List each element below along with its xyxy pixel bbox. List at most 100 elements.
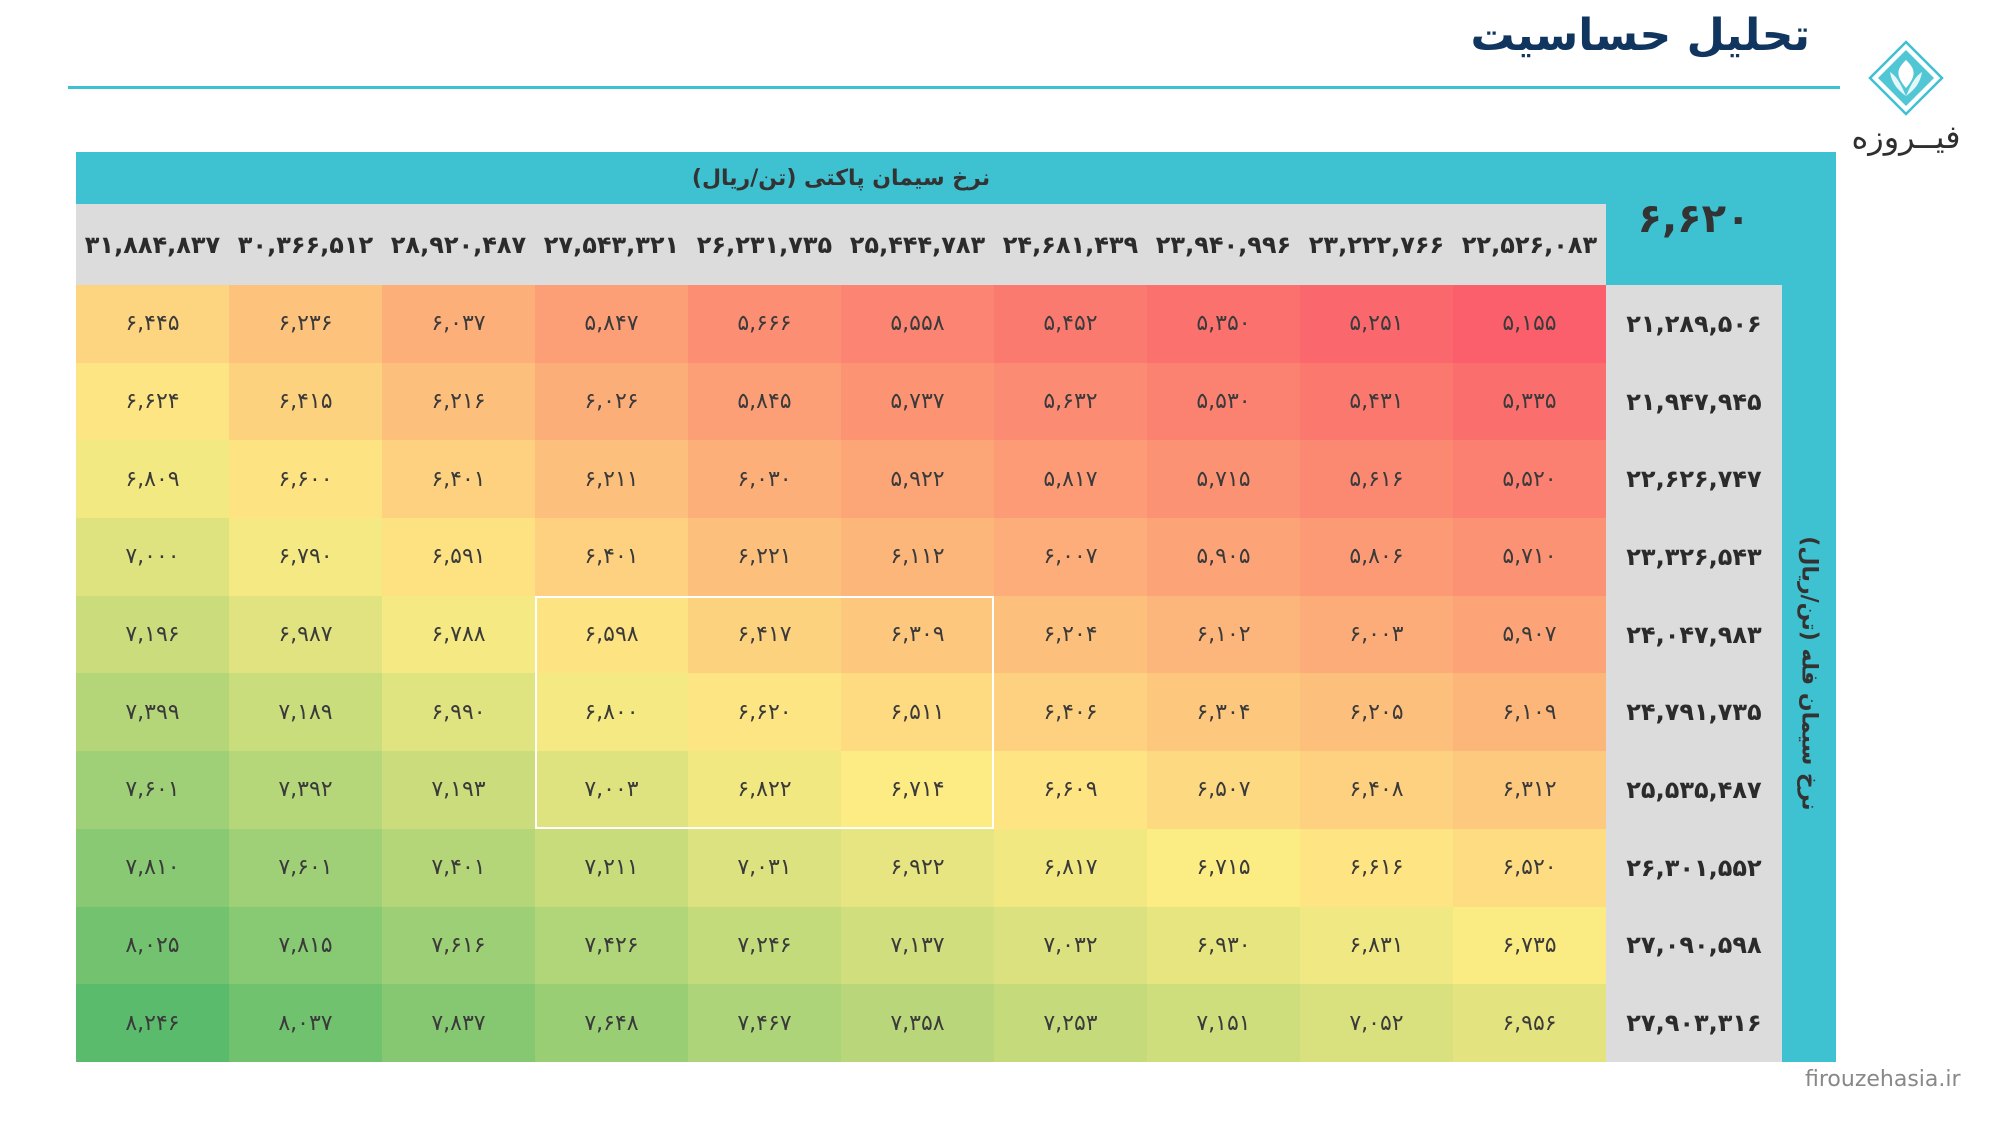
table-cell: ۵,۹۰۵ <box>1147 518 1300 596</box>
table-cell: ۶,۰۲۶ <box>535 362 688 441</box>
table-cell: ۶,۲۰۵ <box>1300 673 1453 752</box>
row-header: ۲۷,۹۰۳,۳۱۶ <box>1626 1009 1762 1038</box>
table-cell: ۷,۰۰۳ <box>535 751 688 829</box>
table-cell: ۷,۴۶۷ <box>688 984 841 1062</box>
table-cell: ۶,۹۹۰ <box>382 673 535 752</box>
column-header: ۲۲,۵۲۶,۰۸۳ <box>1461 230 1598 259</box>
table-cell: ۶,۸۳۱ <box>1300 906 1453 985</box>
table-cell: ۶,۳۰۴ <box>1147 673 1300 752</box>
table-cell: ۶,۶۲۴ <box>76 362 229 441</box>
table-cell: ۶,۴۰۱ <box>535 518 688 596</box>
table-cell: ۵,۹۰۷ <box>1453 595 1606 674</box>
table-cell: ۶,۷۱۴ <box>841 751 994 829</box>
table-cell: ۵,۷۳۷ <box>841 362 994 441</box>
table-cell: ۷,۶۴۸ <box>535 984 688 1062</box>
table-cell: ۶,۸۰۰ <box>535 673 688 752</box>
row-axis-label-container: نرخ سیمان فله (تن/ریال) <box>1782 285 1836 1062</box>
title-divider <box>68 86 1840 89</box>
table-cell: ۷,۱۵۱ <box>1147 984 1300 1062</box>
table-cell: ۶,۲۱۱ <box>535 440 688 519</box>
table-cell: ۶,۱۰۹ <box>1453 673 1606 752</box>
table-cell: ۶,۷۱۵ <box>1147 828 1300 907</box>
table-cell: ۶,۲۱۶ <box>382 362 535 441</box>
row-header: ۲۴,۷۹۱,۷۳۵ <box>1626 698 1762 727</box>
table-cell: ۷,۱۸۹ <box>229 673 382 752</box>
table-cell: ۵,۴۳۱ <box>1300 362 1453 441</box>
table-cell: ۷,۰۳۱ <box>688 828 841 907</box>
table-cell: ۷,۲۱۱ <box>535 828 688 907</box>
table-cell: ۶,۵۱۱ <box>841 673 994 752</box>
column-header: ۲۳,۲۲۲,۷۶۶ <box>1308 230 1445 259</box>
table-cell: ۶,۰۳۰ <box>688 440 841 519</box>
table-cell: ۶,۴۰۶ <box>994 673 1147 752</box>
table-cell: ۶,۶۱۶ <box>1300 828 1453 907</box>
table-cell: ۶,۹۲۲ <box>841 828 994 907</box>
table-cell: ۵,۳۵۰ <box>1147 285 1300 363</box>
table-cell: ۶,۴۱۵ <box>229 362 382 441</box>
table-cell: ۷,۱۹۶ <box>76 595 229 674</box>
page-title: تحلیل حساسیت <box>1470 10 1810 61</box>
table-cell: ۶,۴۱۷ <box>688 595 841 674</box>
table-cell: ۷,۳۵۸ <box>841 984 994 1062</box>
table-cell: ۵,۶۶۶ <box>688 285 841 363</box>
table-cell: ۷,۶۰۱ <box>76 751 229 829</box>
table-cell: ۷,۳۹۲ <box>229 751 382 829</box>
table-cell: ۷,۶۰۱ <box>229 828 382 907</box>
row-header: ۲۵,۵۳۵,۴۸۷ <box>1626 775 1762 804</box>
column-header: ۲۸,۹۲۰,۴۸۷ <box>390 230 527 259</box>
table-cell: ۶,۱۰۲ <box>1147 595 1300 674</box>
row-header: ۲۱,۲۸۹,۵۰۶ <box>1626 309 1762 338</box>
table-cell: ۵,۶۱۶ <box>1300 440 1453 519</box>
table-cell: ۶,۷۳۵ <box>1453 906 1606 985</box>
table-cell: ۷,۲۵۳ <box>994 984 1147 1062</box>
table-cell: ۷,۸۳۷ <box>382 984 535 1062</box>
table-cell: ۶,۷۸۸ <box>382 595 535 674</box>
column-header-row: ۳۱,۸۸۴,۸۳۷ ۳۰,۳۶۶,۵۱۲ ۲۸,۹۲۰,۴۸۷ ۲۷,۵۴۳,۳۲۱… <box>76 204 1606 285</box>
table-cell: ۶,۱۱۲ <box>841 518 994 596</box>
row-header: ۲۱,۹۴۷,۹۴۵ <box>1626 387 1762 416</box>
table-cell: ۷,۰۰۰ <box>76 518 229 596</box>
table-cell: ۵,۸۴۷ <box>535 285 688 363</box>
column-header: ۳۰,۳۶۶,۵۱۲ <box>237 230 374 259</box>
table-cell: ۷,۶۱۶ <box>382 906 535 985</box>
table-cell: ۵,۸۰۶ <box>1300 518 1453 596</box>
table-cell: ۵,۶۳۲ <box>994 362 1147 441</box>
table-cell: ۵,۷۱۰ <box>1453 518 1606 596</box>
footer-url[interactable]: firouzehasia.ir <box>1805 1067 1961 1092</box>
column-header: ۲۳,۹۴۰,۹۹۶ <box>1155 230 1292 259</box>
table-cell: ۵,۵۳۰ <box>1147 362 1300 441</box>
table-cell: ۶,۵۹۱ <box>382 518 535 596</box>
table-cell: ۷,۰۳۲ <box>994 906 1147 985</box>
table-cell: ۵,۷۱۵ <box>1147 440 1300 519</box>
row-header-column: ۲۱,۲۸۹,۵۰۶ ۲۱,۹۴۷,۹۴۵ ۲۲,۶۲۶,۷۴۷ ۲۳,۳۲۶,۵۴۳… <box>1606 285 1782 1062</box>
company-logo: فیــروزه <box>1850 40 1962 170</box>
table-cell: ۶,۴۰۸ <box>1300 751 1453 829</box>
table-cell: ۵,۹۲۲ <box>841 440 994 519</box>
table-cell: ۵,۵۵۸ <box>841 285 994 363</box>
table-cell: ۶,۸۲۲ <box>688 751 841 829</box>
row-axis-label: نرخ سیمان فله (تن/ریال) <box>1796 536 1822 811</box>
table-cell: ۶,۸۰۹ <box>76 440 229 519</box>
table-cell: ۶,۶۲۰ <box>688 673 841 752</box>
sensitivity-grid: ۶,۴۴۵ ۶,۲۳۶ ۶,۰۳۷ ۵,۸۴۷ ۵,۶۶۶ ۵,۵۵۸ ۵,۴۵۲ ۵,۳۵۰… <box>76 285 1606 1062</box>
table-cell: ۶,۸۱۷ <box>994 828 1147 907</box>
table-cell: ۷,۳۹۹ <box>76 673 229 752</box>
table-cell: ۵,۸۱۷ <box>994 440 1147 519</box>
column-header: ۲۶,۲۳۱,۷۳۵ <box>696 230 833 259</box>
base-case-value: ۶,۶۲۰ <box>1637 195 1751 242</box>
column-header: ۳۱,۸۸۴,۸۳۷ <box>84 230 221 259</box>
table-cell: ۷,۰۵۲ <box>1300 984 1453 1062</box>
table-cell: ۶,۵۰۷ <box>1147 751 1300 829</box>
table-cell: ۸,۲۴۶ <box>76 984 229 1062</box>
table-cell: ۶,۳۱۲ <box>1453 751 1606 829</box>
table-cell: ۶,۵۹۸ <box>535 595 688 674</box>
table-cell: ۶,۲۰۴ <box>994 595 1147 674</box>
column-header: ۲۵,۴۴۴,۷۸۳ <box>849 230 986 259</box>
row-header: ۲۶,۳۰۱,۵۵۲ <box>1626 853 1762 882</box>
table-cell: ۸,۰۲۵ <box>76 906 229 985</box>
table-cell: ۸,۰۳۷ <box>229 984 382 1062</box>
table-cell: ۶,۲۳۶ <box>229 285 382 363</box>
table-cell: ۷,۴۰۱ <box>382 828 535 907</box>
table-cell: ۵,۳۳۵ <box>1453 362 1606 441</box>
table-cell: ۷,۸۱۵ <box>229 906 382 985</box>
